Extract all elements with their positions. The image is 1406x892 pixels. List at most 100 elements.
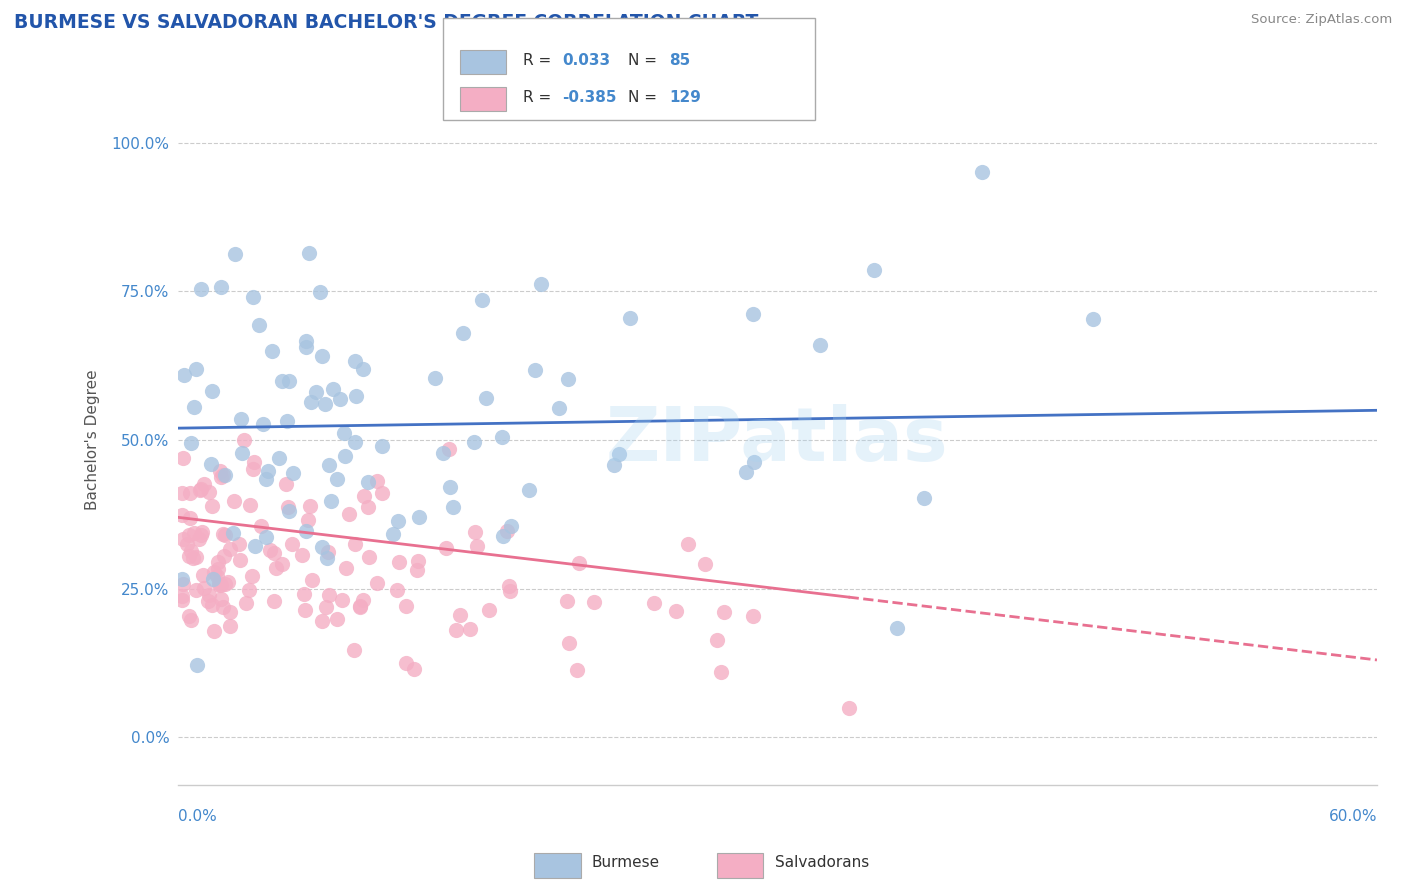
Point: [530, 277, 553, 291]
Point: [1081, 312, 1104, 326]
Point: [247, 318, 270, 333]
Text: BURMESE VS SALVADORAN BACHELOR'S DEGREE CORRELATION CHART: BURMESE VS SALVADORAN BACHELOR'S DEGREE …: [14, 13, 758, 32]
Text: 0.0%: 0.0%: [177, 808, 217, 823]
Point: [170, 485, 193, 500]
Point: [254, 530, 277, 544]
Point: [314, 397, 336, 411]
Point: [318, 458, 340, 472]
Point: [395, 657, 418, 671]
Point: [172, 450, 194, 465]
Point: [465, 539, 488, 553]
Point: [193, 581, 215, 595]
Point: [240, 568, 263, 582]
Point: [281, 466, 304, 480]
Point: [295, 334, 318, 348]
Point: [173, 368, 195, 382]
Text: 85: 85: [669, 54, 690, 69]
Point: [478, 603, 501, 617]
Point: [179, 486, 201, 500]
Point: [609, 447, 631, 461]
Point: [205, 569, 228, 583]
Point: [555, 593, 578, 607]
Point: [441, 500, 464, 514]
Point: [337, 507, 360, 521]
Point: [294, 340, 316, 354]
Point: [254, 472, 277, 486]
Point: [229, 412, 252, 426]
Point: [434, 541, 457, 555]
Point: [231, 446, 253, 460]
Point: [242, 462, 264, 476]
Point: [184, 582, 207, 597]
Point: [498, 579, 520, 593]
Point: [181, 551, 204, 566]
Point: [862, 263, 884, 277]
Text: Salvadorans: Salvadorans: [775, 855, 869, 870]
Text: N =: N =: [628, 90, 662, 105]
Point: [912, 491, 935, 505]
Point: [209, 470, 232, 484]
Point: [464, 525, 486, 540]
Point: [201, 500, 224, 514]
Point: [333, 450, 356, 464]
Point: [710, 665, 733, 679]
Point: [311, 614, 333, 628]
Point: [202, 572, 225, 586]
Point: [305, 384, 328, 399]
Point: [568, 556, 591, 570]
Point: [197, 588, 219, 602]
Point: [583, 595, 606, 609]
Point: [263, 594, 285, 608]
Point: [449, 608, 471, 623]
Point: [180, 613, 202, 627]
Point: [172, 533, 194, 547]
Point: [423, 371, 446, 385]
Text: -0.385: -0.385: [562, 90, 617, 105]
Point: [329, 392, 352, 406]
Point: [387, 514, 409, 528]
Point: [222, 526, 245, 541]
Text: N =: N =: [628, 54, 662, 69]
Point: [557, 372, 579, 386]
Point: [970, 165, 993, 179]
Point: [315, 599, 337, 614]
Point: [172, 576, 194, 591]
Point: [170, 573, 193, 587]
Point: [742, 609, 765, 624]
Text: R =: R =: [523, 54, 557, 69]
Point: [567, 664, 589, 678]
Point: [370, 439, 392, 453]
Point: [207, 556, 229, 570]
Point: [366, 474, 388, 488]
Point: [475, 392, 498, 406]
Point: [218, 541, 240, 556]
Point: [491, 430, 513, 444]
Point: [239, 498, 262, 512]
Point: [260, 344, 283, 359]
Point: [271, 374, 294, 388]
Point: [229, 553, 252, 567]
Point: [202, 624, 225, 638]
Point: [280, 537, 302, 551]
Point: [388, 555, 411, 569]
Point: [198, 484, 221, 499]
Point: [208, 578, 231, 592]
Y-axis label: Bachelor's Degree: Bachelor's Degree: [86, 369, 100, 510]
Point: [406, 553, 429, 567]
Point: [214, 577, 236, 591]
Point: [188, 532, 211, 546]
Point: [808, 338, 831, 352]
Point: [177, 528, 200, 542]
Point: [170, 589, 193, 603]
Point: [242, 289, 264, 303]
Point: [276, 414, 298, 428]
Point: [463, 434, 485, 449]
Point: [188, 483, 211, 497]
Point: [404, 662, 426, 676]
Point: [742, 307, 765, 321]
Point: [357, 549, 380, 564]
Point: [735, 465, 758, 479]
Point: [301, 573, 323, 587]
Point: [183, 526, 205, 541]
Point: [209, 592, 232, 607]
